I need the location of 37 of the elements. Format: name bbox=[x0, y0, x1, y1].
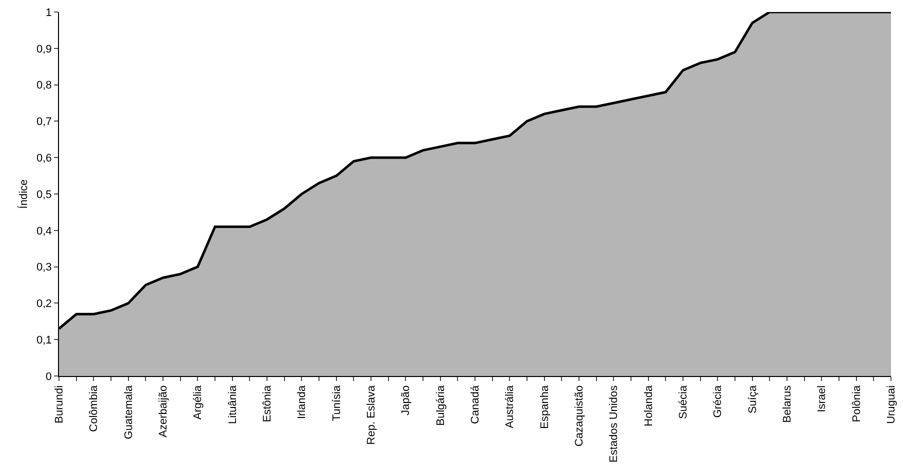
x-tick-label: Uruguai bbox=[886, 385, 898, 424]
x-tick-label: Israel bbox=[816, 385, 828, 412]
y-tick-label: 0,2 bbox=[36, 298, 52, 310]
x-tick-label: Japão bbox=[400, 385, 412, 416]
y-tick-label: 0,4 bbox=[36, 225, 52, 238]
y-tick-label: 0,5 bbox=[36, 188, 52, 201]
y-tick-label: 0,9 bbox=[36, 43, 52, 56]
y-tick-label: 1 bbox=[46, 6, 52, 19]
x-tick-label: Holanda bbox=[642, 384, 655, 426]
x-tick-label: Cazaquistão bbox=[574, 385, 586, 447]
x-tick-label: Lituânia bbox=[226, 384, 239, 424]
x-tick-label: Grécia bbox=[712, 384, 724, 418]
x-tick-label: Irlanda bbox=[296, 384, 308, 420]
x-tick-label: Suécia bbox=[678, 384, 690, 420]
x-tick-label: Estônia bbox=[262, 384, 274, 422]
y-tick-label: 0,8 bbox=[36, 80, 52, 92]
x-tick-label: Austrália bbox=[504, 384, 516, 428]
x-tick-label: Estados Unidos bbox=[608, 384, 620, 462]
x-tick-label: Tunísia bbox=[330, 384, 343, 422]
x-tick-label: Azerbaijão bbox=[158, 385, 170, 438]
x-tick-label: Burundi bbox=[54, 385, 66, 424]
y-tick-label: 0,1 bbox=[36, 334, 52, 346]
x-tick-label: Suíça bbox=[746, 384, 759, 414]
x-tick-label: Bulgária bbox=[434, 384, 447, 426]
x-tick-label: Espanha bbox=[538, 384, 551, 429]
y-axis-title: Índice bbox=[17, 179, 30, 209]
x-tick-label: Belarus bbox=[782, 384, 794, 423]
x-tick-label: Colômbia bbox=[88, 384, 100, 432]
x-tick-label: Canadá bbox=[470, 384, 482, 424]
y-tick-label: 0,6 bbox=[36, 152, 52, 164]
x-tick-label: Polônia bbox=[850, 384, 863, 422]
x-tick-label: Guatemala bbox=[122, 384, 135, 440]
y-tick-label: 0,3 bbox=[36, 262, 52, 274]
y-tick-label: 0 bbox=[46, 370, 52, 383]
x-tick-label: Argélia bbox=[192, 384, 204, 420]
y-tick-label: 0,7 bbox=[36, 116, 52, 128]
x-tick-label: Rep. Eslava bbox=[366, 384, 378, 445]
